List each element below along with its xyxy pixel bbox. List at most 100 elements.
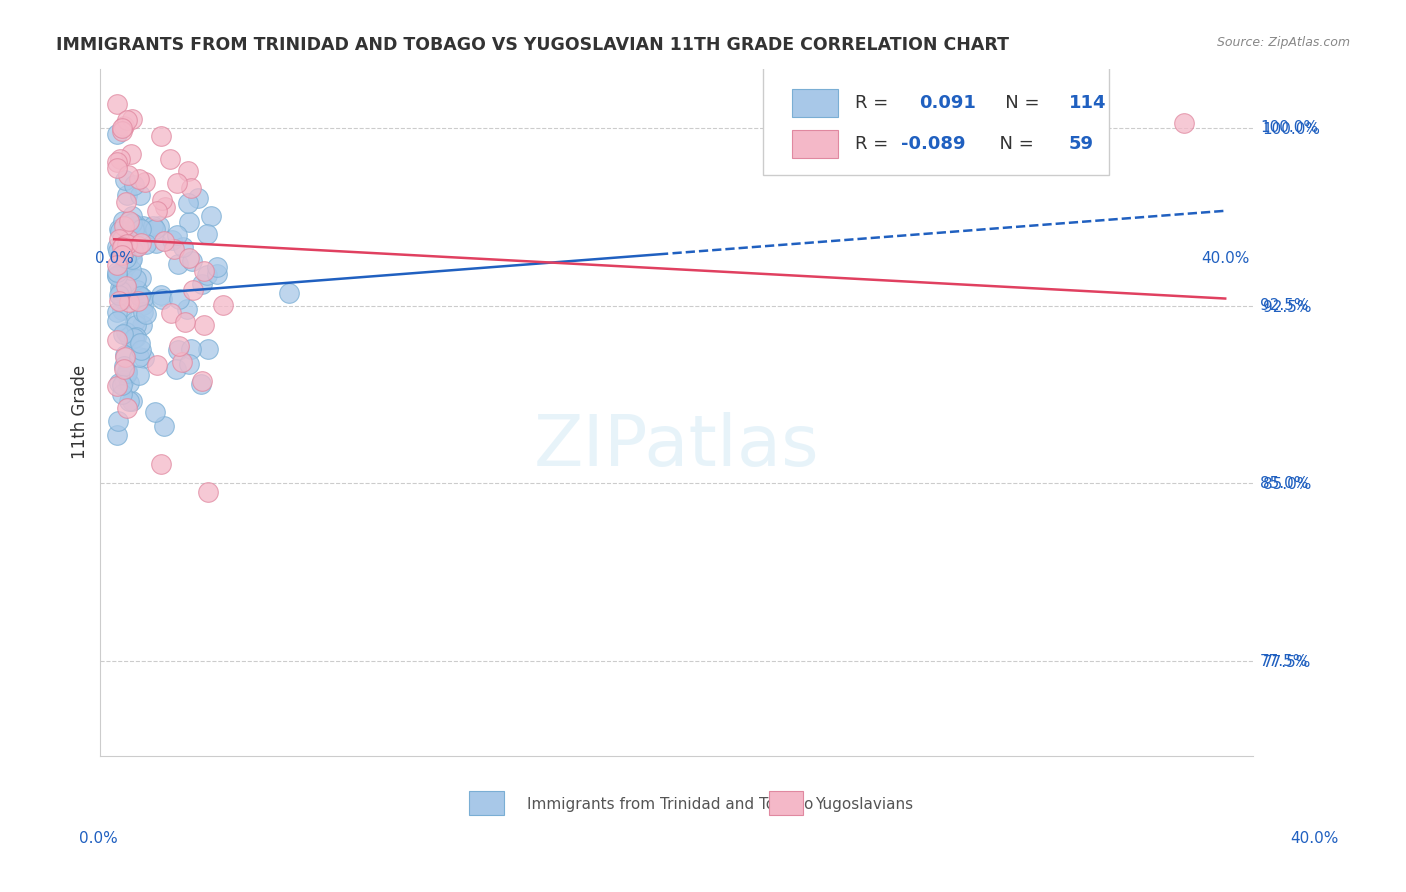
- Point: [112, 245, 135, 260]
- Point: [125, 330, 148, 344]
- Point: [124, 314, 146, 328]
- Point: [110, 224, 132, 238]
- Point: [278, 285, 301, 300]
- Point: [195, 268, 218, 282]
- Point: [117, 112, 139, 127]
- Point: [107, 232, 129, 246]
- Point: [111, 387, 134, 401]
- Point: [129, 235, 152, 250]
- Point: [176, 196, 198, 211]
- Point: [145, 235, 167, 250]
- Point: [120, 232, 142, 246]
- Point: [142, 219, 165, 233]
- Point: [112, 361, 135, 376]
- Point: [108, 280, 131, 294]
- Text: Yugoslavians: Yugoslavians: [815, 797, 912, 812]
- Point: [165, 362, 187, 376]
- Point: [1173, 116, 1195, 130]
- Point: [143, 221, 166, 235]
- Point: [112, 373, 135, 387]
- Point: [111, 239, 134, 253]
- Text: Immigrants from Trinidad and Tobago: Immigrants from Trinidad and Tobago: [527, 797, 813, 812]
- Point: [115, 280, 138, 294]
- Point: [111, 327, 134, 342]
- FancyBboxPatch shape: [769, 790, 803, 814]
- Point: [125, 272, 148, 286]
- Point: [177, 215, 200, 229]
- Point: [132, 219, 155, 233]
- Point: [107, 221, 129, 235]
- Point: [114, 172, 136, 186]
- Point: [118, 295, 141, 310]
- Point: [150, 292, 173, 306]
- Point: [121, 216, 143, 230]
- Point: [169, 292, 191, 306]
- Point: [111, 292, 134, 306]
- Point: [111, 277, 134, 292]
- Point: [111, 120, 134, 135]
- Point: [124, 331, 146, 345]
- Point: [191, 277, 214, 291]
- Point: [193, 264, 215, 278]
- Point: [112, 219, 135, 234]
- Point: [121, 112, 143, 126]
- Point: [128, 368, 150, 382]
- Point: [193, 318, 215, 333]
- Point: [153, 234, 176, 248]
- Point: [150, 457, 173, 471]
- Point: [145, 203, 167, 218]
- Text: 40.0%: 40.0%: [1201, 251, 1250, 266]
- Point: [125, 318, 148, 332]
- Point: [174, 316, 197, 330]
- Point: [118, 214, 141, 228]
- Point: [135, 237, 157, 252]
- Point: [111, 248, 134, 262]
- Point: [134, 175, 156, 189]
- Point: [112, 239, 135, 253]
- Point: [212, 298, 235, 312]
- Point: [127, 239, 149, 253]
- Point: [105, 97, 128, 112]
- Point: [114, 278, 136, 293]
- Text: 100.0%: 100.0%: [1260, 120, 1317, 136]
- FancyBboxPatch shape: [792, 89, 838, 117]
- Point: [127, 294, 149, 309]
- Point: [112, 119, 135, 133]
- Point: [180, 180, 202, 194]
- Point: [118, 329, 141, 343]
- Point: [160, 233, 183, 247]
- Text: ZIPatlas: ZIPatlas: [534, 412, 820, 481]
- Point: [128, 350, 150, 364]
- Point: [197, 342, 219, 356]
- Point: [128, 289, 150, 303]
- Text: 0.091: 0.091: [918, 94, 976, 112]
- Point: [114, 350, 136, 364]
- Text: Source: ZipAtlas.com: Source: ZipAtlas.com: [1216, 36, 1350, 49]
- Point: [122, 178, 145, 192]
- Point: [108, 289, 131, 303]
- Point: [107, 413, 129, 427]
- Point: [167, 343, 190, 358]
- Point: [111, 232, 134, 246]
- Point: [124, 219, 146, 233]
- FancyBboxPatch shape: [470, 790, 503, 814]
- Point: [105, 305, 128, 319]
- Point: [105, 333, 128, 347]
- Point: [124, 241, 146, 255]
- Point: [167, 339, 190, 353]
- Text: IMMIGRANTS FROM TRINIDAD AND TOBAGO VS YUGOSLAVIAN 11TH GRADE CORRELATION CHART: IMMIGRANTS FROM TRINIDAD AND TOBAGO VS Y…: [56, 36, 1010, 54]
- Point: [132, 305, 155, 319]
- Point: [191, 374, 214, 388]
- Point: [118, 394, 141, 409]
- Point: [108, 152, 131, 166]
- Point: [105, 268, 128, 283]
- Point: [115, 366, 138, 380]
- Point: [129, 270, 152, 285]
- Point: [111, 302, 134, 317]
- Point: [105, 314, 128, 328]
- Point: [200, 209, 222, 223]
- Point: [172, 240, 194, 254]
- Point: [132, 298, 155, 312]
- Point: [187, 191, 209, 205]
- Point: [131, 221, 153, 235]
